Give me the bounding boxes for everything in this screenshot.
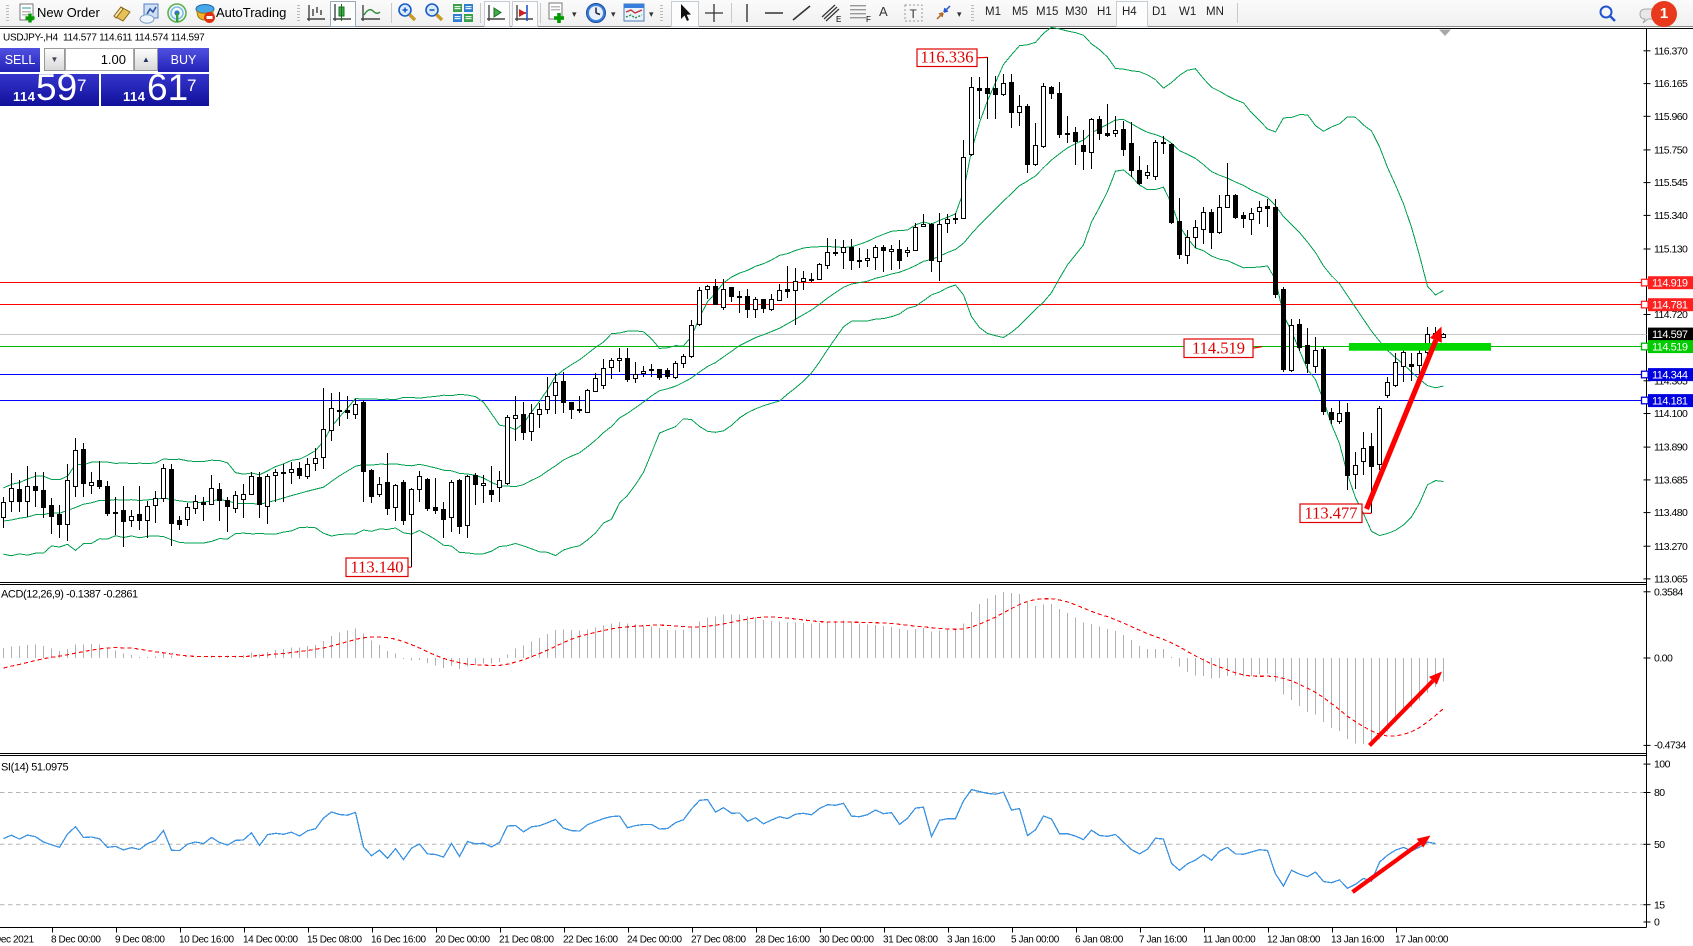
- svg-text:22 Dec 16:00: 22 Dec 16:00: [563, 935, 619, 946]
- svg-text:8 Dec 00:00: 8 Dec 00:00: [51, 935, 101, 946]
- svg-text:116.165: 116.165: [1654, 78, 1688, 90]
- svg-text:15 Dec 08:00: 15 Dec 08:00: [307, 935, 363, 946]
- svg-text:7 Jan 16:00: 7 Jan 16:00: [1139, 935, 1188, 946]
- svg-text:-0.4734: -0.4734: [1654, 739, 1686, 751]
- svg-text:114.720: 114.720: [1654, 309, 1688, 321]
- svg-text:0.3584: 0.3584: [1654, 587, 1684, 599]
- svg-text:5 Jan 00:00: 5 Jan 00:00: [1011, 935, 1060, 946]
- svg-text:114.344: 114.344: [1652, 370, 1688, 382]
- svg-text:10 Dec 16:00: 10 Dec 16:00: [179, 935, 235, 946]
- svg-text:116.336: 116.336: [920, 48, 973, 67]
- svg-text:14 Dec 00:00: 14 Dec 00:00: [243, 935, 299, 946]
- svg-text:SI(14) 51.0975: SI(14) 51.0975: [1, 762, 68, 774]
- svg-text:115.545: 115.545: [1654, 177, 1688, 189]
- svg-text:50: 50: [1654, 839, 1665, 851]
- svg-text:113.140: 113.140: [350, 558, 403, 577]
- svg-text:113.270: 113.270: [1654, 541, 1688, 553]
- svg-text:115.750: 115.750: [1654, 145, 1688, 157]
- svg-text:113.065: 113.065: [1654, 574, 1688, 586]
- svg-text:115.340: 115.340: [1654, 210, 1688, 222]
- svg-text:6 Jan 08:00: 6 Jan 08:00: [1075, 935, 1124, 946]
- svg-text:114.181: 114.181: [1652, 396, 1688, 408]
- svg-text:13 Jan 16:00: 13 Jan 16:00: [1331, 935, 1385, 946]
- svg-text:3 Jan 16:00: 3 Jan 16:00: [947, 935, 996, 946]
- svg-text:0.00: 0.00: [1654, 653, 1673, 665]
- svg-text:113.480: 113.480: [1654, 507, 1688, 519]
- svg-text:116.370: 116.370: [1654, 45, 1688, 57]
- svg-text:ACD(12,26,9) -0.1387 -0.2861: ACD(12,26,9) -0.1387 -0.2861: [1, 589, 138, 601]
- svg-text:9 Dec 08:00: 9 Dec 08:00: [115, 935, 165, 946]
- svg-text:115.960: 115.960: [1654, 111, 1688, 123]
- svg-text:T: T: [910, 7, 918, 21]
- svg-text:113.890: 113.890: [1654, 442, 1688, 454]
- svg-text:USDJPY-,H4 114.577 114.611 11: USDJPY-,H4 114.577 114.611 114.574 114.5…: [3, 33, 205, 44]
- svg-text:80: 80: [1654, 787, 1665, 799]
- svg-text:24 Dec 00:00: 24 Dec 00:00: [627, 935, 683, 946]
- svg-text:11 Jan 00:00: 11 Jan 00:00: [1203, 935, 1256, 946]
- svg-text:113.477: 113.477: [1304, 504, 1357, 523]
- svg-text:20 Dec 00:00: 20 Dec 00:00: [435, 935, 491, 946]
- svg-text:114.519: 114.519: [1652, 342, 1688, 354]
- svg-text:17 Jan 00:00: 17 Jan 00:00: [1395, 935, 1449, 946]
- svg-text:114.781: 114.781: [1652, 300, 1688, 312]
- svg-text:113.685: 113.685: [1654, 475, 1688, 487]
- svg-text:F: F: [866, 15, 871, 24]
- svg-text:114.519: 114.519: [1192, 339, 1245, 358]
- svg-text:E: E: [836, 15, 841, 24]
- svg-text:100: 100: [1654, 759, 1671, 771]
- svg-text:16 Dec 16:00: 16 Dec 16:00: [371, 935, 427, 946]
- svg-text:12 Jan 08:00: 12 Jan 08:00: [1267, 935, 1321, 946]
- svg-text:114.919: 114.919: [1652, 278, 1688, 290]
- svg-text:114.597: 114.597: [1652, 329, 1688, 341]
- svg-text:21 Dec 08:00: 21 Dec 08:00: [499, 935, 555, 946]
- svg-text:7 Dec 2021: 7 Dec 2021: [0, 935, 34, 946]
- svg-text:0: 0: [1654, 917, 1660, 929]
- svg-text:31 Dec 08:00: 31 Dec 08:00: [883, 935, 939, 946]
- svg-text:27 Dec 08:00: 27 Dec 08:00: [691, 935, 747, 946]
- svg-text:30 Dec 00:00: 30 Dec 00:00: [819, 935, 875, 946]
- svg-text:115.130: 115.130: [1654, 244, 1688, 256]
- svg-text:28 Dec 16:00: 28 Dec 16:00: [755, 935, 811, 946]
- svg-text:114.100: 114.100: [1654, 408, 1688, 420]
- svg-text:15: 15: [1654, 899, 1665, 911]
